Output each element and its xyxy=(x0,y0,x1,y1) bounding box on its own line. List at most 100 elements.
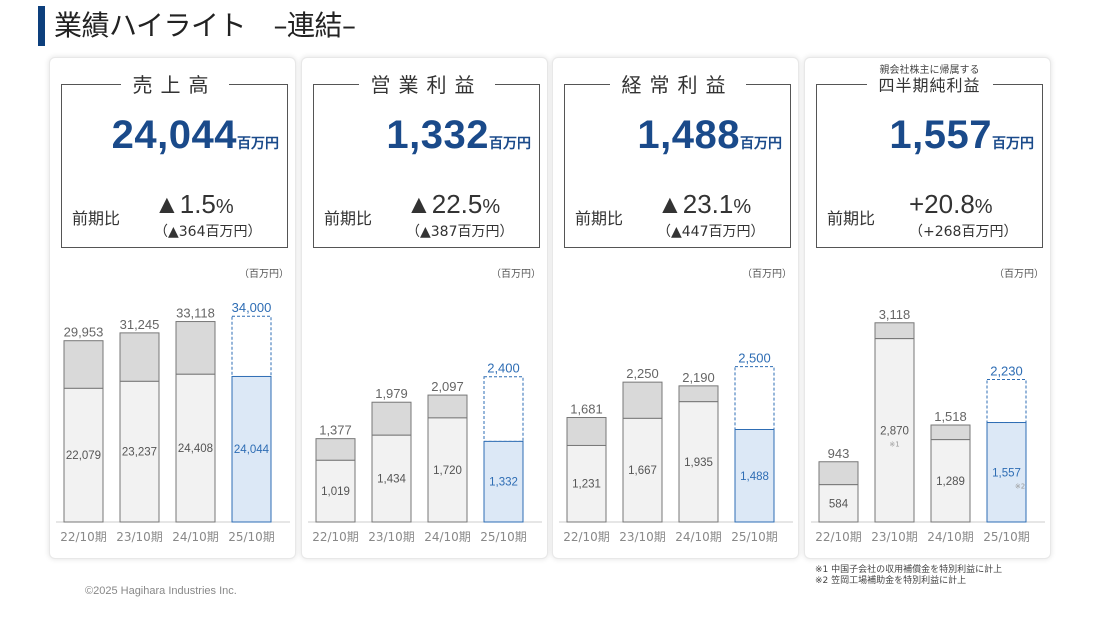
yoy-amount: （▲447百万円） xyxy=(657,224,765,240)
total-value-label: 2,500 xyxy=(738,351,771,366)
inner-value-label: 1,935 xyxy=(684,457,713,469)
total-value-label: 33,118 xyxy=(176,306,215,321)
total-bar-segment xyxy=(622,381,663,419)
inner-bar-segment xyxy=(175,373,216,523)
inner-bar-segment xyxy=(315,459,356,523)
yoy-percent: ▲1.5% xyxy=(154,189,234,220)
kpi-value-unit: 百万円 xyxy=(992,136,1034,152)
kpi-value-unit: 百万円 xyxy=(489,136,531,152)
category-label: 23/10期 xyxy=(368,530,415,544)
current-bar xyxy=(986,422,1027,523)
inner-value-label: 1,289 xyxy=(936,476,965,488)
total-bar-segment xyxy=(566,417,607,446)
category-label: 23/10期 xyxy=(619,530,666,544)
total-value-label: 2,250 xyxy=(626,366,659,381)
bar-chart-ordinary-income: 1,681 1,231 22/10期 2,250 1,667 23/10期 2,190 1,9… xyxy=(559,351,793,544)
footnote-mark: ※2 xyxy=(1015,482,1025,490)
forecast-bar xyxy=(734,366,775,431)
inner-value-label: 1,667 xyxy=(628,465,657,477)
inner-bar-segment xyxy=(818,484,859,523)
kpi-box: 売上高 24,044百万円 前期比 ▲1.5% （▲364百万円） xyxy=(61,69,288,248)
yoy-percent-value: ▲22.5 xyxy=(406,189,483,219)
kpi-label-text: 経常利益 xyxy=(621,73,734,97)
category-label: 24/10期 xyxy=(675,530,722,544)
chart-unit-note: （百万円） xyxy=(239,269,289,280)
category-label: 25/10期 xyxy=(731,530,778,544)
total-value-label: 1,377 xyxy=(319,423,352,438)
yoy-label: 前期比 xyxy=(827,209,876,228)
yoy-label: 前期比 xyxy=(575,209,624,228)
category-label: 23/10期 xyxy=(116,530,163,544)
current-bar xyxy=(734,429,775,523)
kpi-label: 経常利益 xyxy=(609,69,746,98)
kpi-value: 1,332百万円 xyxy=(386,113,531,158)
bar-chart-net-sales: 29,953 22,079 22/10期 31,245 23,237 23/10期 33,1… xyxy=(56,300,290,544)
yoy-label: 前期比 xyxy=(72,209,121,228)
yoy-amount: （▲387百万円） xyxy=(406,224,514,240)
kpi-box: 親会社株主に帰属する 四半期純利益 1,557百万円 前期比 +20.8% （+2… xyxy=(816,65,1043,248)
kpi-value-unit: 百万円 xyxy=(237,136,279,152)
yoy-percent-value: ▲1.5 xyxy=(154,189,216,219)
inner-bar-segment xyxy=(874,338,915,523)
inner-bar-segment xyxy=(678,401,719,523)
category-label: 25/10期 xyxy=(480,530,527,544)
total-value-label: 2,230 xyxy=(990,364,1023,379)
kpi-value-unit: 百万円 xyxy=(740,136,782,152)
kpi-box: 営業利益 1,332百万円 前期比 ▲22.5% （▲387百万円） xyxy=(313,69,540,248)
total-value-label: 1,979 xyxy=(375,386,408,401)
kpi-label-text: 売上高 xyxy=(132,73,217,97)
yoy-percent-sign: % xyxy=(974,196,993,218)
inner-bar-segment xyxy=(930,439,971,523)
current-bar xyxy=(231,375,272,523)
forecast-bar xyxy=(231,315,272,377)
inner-value-label: 1,488 xyxy=(740,471,769,483)
inner-bar-segment xyxy=(63,387,104,523)
total-bar-segment xyxy=(427,394,468,419)
kpi-value: 1,488百万円 xyxy=(637,113,782,158)
inner-value-label: 23,237 xyxy=(122,447,157,459)
kpi-value-number: 1,332 xyxy=(386,113,489,157)
kpi-label: 営業利益 xyxy=(358,69,495,98)
total-value-label: 1,518 xyxy=(934,409,967,424)
total-bar-segment xyxy=(678,385,719,403)
total-value-label: 943 xyxy=(828,446,850,461)
yoy-percent: +20.8% xyxy=(909,189,993,220)
inner-bar-segment xyxy=(119,380,160,523)
footnote-1: ※1 中国子会社の収用補償金を特別利益に計上 xyxy=(815,565,1003,575)
category-label: 24/10期 xyxy=(424,530,471,544)
total-bar-segment xyxy=(818,461,859,486)
page-title: 業績ハイライト –連結– xyxy=(54,9,356,42)
category-label: 22/10期 xyxy=(563,530,610,544)
yoy-amount: （+268百万円） xyxy=(909,224,1018,240)
total-value-label: 2,190 xyxy=(682,370,715,385)
chart-unit-note: （百万円） xyxy=(491,269,541,280)
panel-ordinary-income: 経常利益 1,488百万円 前期比 ▲23.1% （▲447百万円） （百万円）… xyxy=(552,57,799,559)
footnotes: ※1 中国子会社の収用補償金を特別利益に計上 ※2 笠岡工場補助金を特別利益に計… xyxy=(815,565,1002,587)
panel-operating-income: 営業利益 1,332百万円 前期比 ▲22.5% （▲387百万円） （百万円）… xyxy=(301,57,548,559)
panel-net-sales: 売上高 24,044百万円 前期比 ▲1.5% （▲364百万円） （百万円） … xyxy=(49,57,296,559)
inner-value-label: 1,720 xyxy=(433,465,462,477)
inner-value-label: 24,408 xyxy=(178,443,213,455)
inner-value-label: 2,870 xyxy=(880,425,909,437)
footnote-2: ※2 笠岡工場補助金を特別利益に計上 xyxy=(815,576,967,586)
kpi-label-text: 営業利益 xyxy=(370,73,483,97)
yoy-percent-value: ▲23.1 xyxy=(657,189,734,219)
kpi-sublabel: 親会社株主に帰属する xyxy=(879,65,980,76)
category-label: 25/10期 xyxy=(228,530,275,544)
total-bar-segment xyxy=(119,332,160,382)
forecast-bar xyxy=(483,376,524,442)
yoy-percent-sign: % xyxy=(215,196,234,218)
inner-bar-segment xyxy=(566,444,607,523)
chart-unit-note: （百万円） xyxy=(742,269,792,280)
category-label: 22/10期 xyxy=(312,530,359,544)
copyright: ©2025 Hagihara Industries Inc. xyxy=(85,585,237,597)
yoy-percent-sign: % xyxy=(733,196,752,218)
inner-bar-segment xyxy=(427,417,468,523)
total-bar-segment xyxy=(930,424,971,441)
total-bar-segment xyxy=(63,340,104,389)
bar-chart-net-income: 943 584 22/10期 3,118 2,870 ※1 23/10期 1,518 1,289… xyxy=(811,307,1045,544)
kpi-label-text: 四半期純利益 xyxy=(878,76,981,95)
total-value-label: 31,245 xyxy=(120,317,160,332)
total-bar-segment xyxy=(874,322,915,340)
total-bar-segment xyxy=(371,401,412,436)
